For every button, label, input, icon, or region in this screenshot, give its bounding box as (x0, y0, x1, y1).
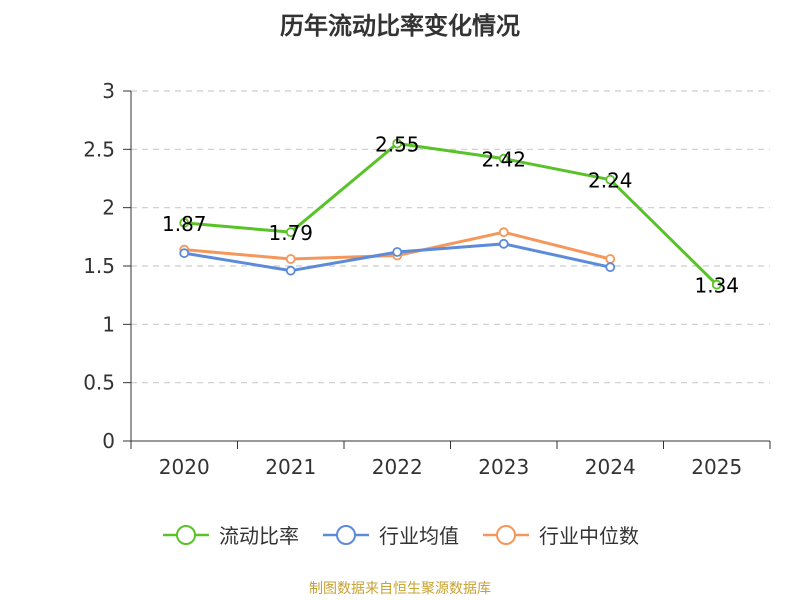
legend-swatch-industry-average-icon (323, 524, 369, 545)
y-tick-label: 0 (102, 429, 115, 453)
y-tick-label: 2.5 (83, 137, 115, 161)
data-point (392, 138, 403, 149)
data-label: 2.24 (588, 169, 633, 193)
data-point (498, 238, 509, 249)
legend-label-current-ratio: 流动比率 (219, 524, 299, 548)
data-point (498, 227, 509, 238)
data-point (605, 254, 616, 264)
data-source-note: 制图数据来自恒生聚源数据库 (309, 581, 491, 597)
legend: 流动比率 行业均值 行业中位数 (0, 520, 800, 549)
x-tick-label: 2020 (159, 455, 210, 479)
data-point (285, 265, 296, 276)
y-tick-label: 2 (102, 196, 115, 220)
data-label: 1.79 (268, 221, 313, 245)
x-tick-label: 2023 (478, 455, 529, 479)
data-point (711, 279, 722, 290)
chart-title: 历年流动比率变化情况 (280, 12, 520, 40)
legend-swatch-industry-median-icon (483, 524, 529, 545)
x-tick-label: 2025 (691, 455, 742, 479)
data-point (498, 153, 509, 164)
series-line-0 (184, 142, 718, 286)
data-point (285, 227, 296, 238)
legend-item-industry-median[interactable]: 行业中位数 (481, 520, 639, 549)
y-tick-label: 0.5 (83, 371, 115, 395)
data-point (285, 254, 296, 264)
y-tick-label: 3 (102, 79, 115, 103)
data-point (605, 174, 616, 185)
data-label: 1.34 (694, 274, 739, 298)
data-point (392, 247, 403, 257)
data-point (605, 262, 616, 273)
legend-label-industry-average: 行业均值 (379, 524, 459, 548)
data-label: 2.42 (481, 148, 526, 172)
data-label: 2.55 (375, 133, 420, 157)
legend-item-industry-average[interactable]: 行业均值 (321, 520, 459, 549)
y-tick-label: 1.5 (83, 254, 115, 278)
data-point (179, 248, 190, 259)
x-tick-label: 2022 (372, 455, 423, 479)
x-tick-label: 2021 (265, 455, 316, 479)
x-tick-label: 2024 (585, 455, 636, 479)
legend-item-current-ratio[interactable]: 流动比率 (161, 520, 299, 549)
legend-label-industry-median: 行业中位数 (539, 524, 639, 548)
legend-swatch-current-ratio-icon (163, 524, 209, 545)
data-label: 1.87 (162, 212, 207, 236)
data-point (179, 217, 190, 228)
y-tick-label: 1 (102, 312, 115, 336)
